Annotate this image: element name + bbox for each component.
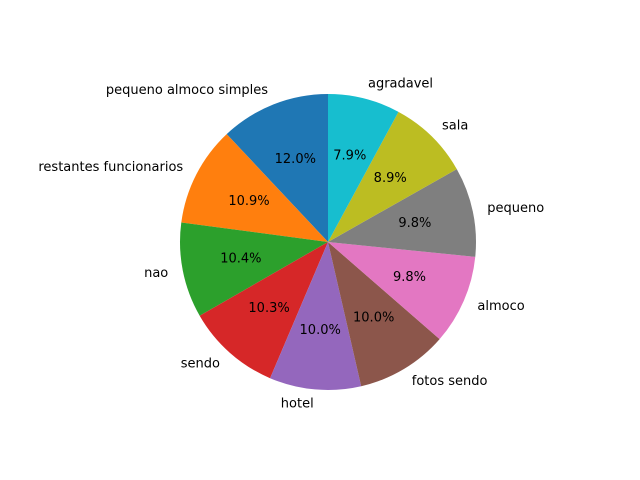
- category-label-pequeno: pequeno: [487, 201, 544, 216]
- category-label-restantes-funcionarios: restantes funcionarios: [38, 160, 183, 175]
- category-label-fotos-sendo: fotos sendo: [412, 374, 488, 389]
- percent-label-restantes-funcionarios: 10.9%: [228, 194, 269, 209]
- category-label-agradavel: agradavel: [368, 77, 433, 92]
- category-label-sendo: sendo: [181, 356, 220, 371]
- category-labels: pequeno almoco simples restantes funciona…: [38, 77, 544, 412]
- pie-slice-hotel: [270, 242, 362, 390]
- pie-slice-agradavel: [328, 94, 399, 242]
- pie-slice-fotos-sendo: [328, 242, 440, 387]
- percent-label-pequeno: 9.8%: [398, 216, 431, 231]
- category-label-pequeno-almoco-simples: pequeno almoco simples: [106, 83, 268, 98]
- category-label-hotel: hotel: [281, 397, 314, 412]
- percent-label-sendo: 10.3%: [248, 301, 289, 316]
- percent-labels: 12.0% 10.9% 10.4% 10.3% 10.0% 10.0% 9.8% 9.8% 8.…: [220, 148, 431, 338]
- pie-slice-pequeno-almoco-simples: [226, 94, 328, 242]
- percent-label-agradavel: 7.9%: [333, 148, 366, 163]
- pie-slice-restantes-funcionarios: [181, 134, 328, 242]
- category-label-almoco: almoco: [477, 299, 524, 314]
- percent-label-fotos-sendo: 10.0%: [353, 311, 394, 326]
- pie-slice-sendo: [199, 242, 328, 379]
- percent-label-nao: 10.4%: [220, 252, 261, 267]
- category-label-sala: sala: [442, 118, 468, 133]
- pie-slice-pequeno: [328, 169, 477, 257]
- pie-slice-almoco: [328, 242, 476, 340]
- percent-label-almoco: 9.8%: [393, 270, 426, 285]
- category-label-nao: nao: [144, 266, 168, 281]
- percent-label-sala: 8.9%: [374, 171, 407, 186]
- pie-slices: [179, 94, 477, 390]
- percent-label-pequeno-almoco-simples: 12.0%: [275, 152, 316, 167]
- pie-slice-nao: [179, 222, 328, 316]
- percent-label-hotel: 10.0%: [300, 323, 341, 338]
- pie-slice-sala: [328, 111, 457, 243]
